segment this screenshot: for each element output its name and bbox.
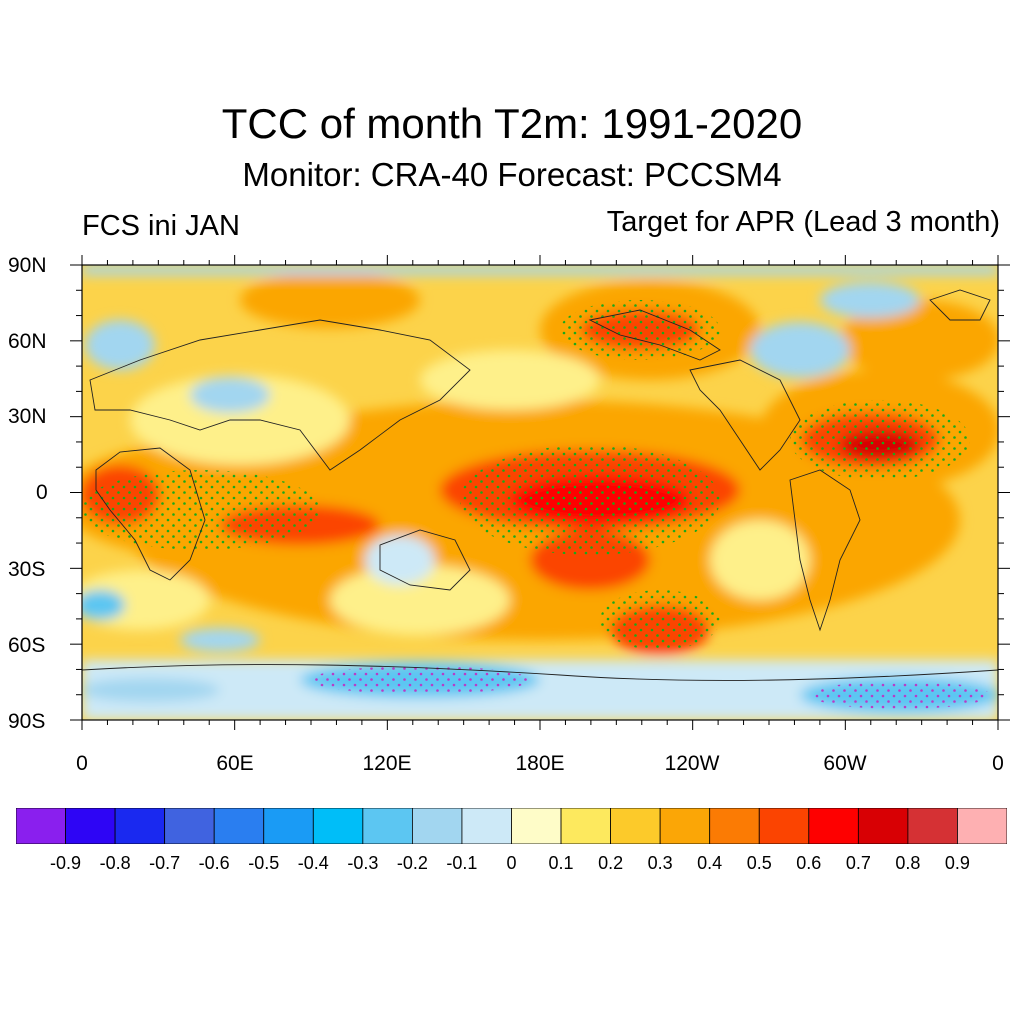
colorbar-swatch-13: [659, 808, 711, 844]
initialization-label: FCS ini JAN: [82, 210, 240, 242]
colorbar-label-13: 0.4: [697, 853, 723, 873]
colorbar: [16, 808, 1007, 844]
colorbar-swatch-7: [362, 808, 413, 844]
colorbar-label-11: 0.2: [598, 853, 624, 873]
lon-label-0: 0: [76, 752, 88, 775]
colorbar-swatch-10: [511, 808, 562, 844]
map-field: [82, 265, 998, 720]
lon-label-120e: 120E: [362, 752, 412, 775]
colorbar-swatch-4: [213, 808, 265, 844]
axis-ticks: [70, 255, 1010, 730]
colorbar-swatch-0: [16, 808, 66, 844]
colorbar-swatch-9: [461, 808, 512, 844]
colorbar-label-6: -0.3: [347, 853, 379, 873]
colorbar-label-15: 0.6: [796, 853, 822, 873]
lon-label-0-end: 0: [992, 752, 1004, 775]
colorbar-label-4: -0.5: [248, 853, 280, 873]
colorbar-label-17: 0.8: [895, 853, 921, 873]
lat-label-60n: 60N: [8, 330, 47, 353]
colorbar-label-10: 0.1: [548, 853, 574, 873]
chart-subtitle: Monitor: CRA-40 Forecast: PCCSM4: [242, 156, 782, 193]
colorbar-label-18: 0.9: [944, 853, 970, 873]
colorbar-swatch-12: [610, 808, 661, 844]
chart-title: TCC of month T2m: 1991-2020: [221, 100, 803, 147]
lat-label-90s: 90S: [8, 710, 46, 733]
lat-label-30s: 30S: [8, 558, 46, 581]
colorbar-label-0: -0.9: [50, 853, 82, 873]
colorbar-swatch-19: [957, 808, 1007, 844]
colorbar-swatch-15: [758, 808, 810, 844]
lat-label-90n: 90N: [8, 254, 47, 277]
target-label: Target for APR (Lead 3 month): [606, 206, 1000, 238]
lon-label-60e: 60E: [216, 752, 254, 775]
colorbar-swatch-14: [709, 808, 760, 844]
colorbar-swatch-3: [164, 808, 215, 844]
colorbar-label-5: -0.4: [297, 853, 329, 873]
lat-label-eq: 0: [36, 481, 48, 504]
lat-label-30n: 30N: [8, 405, 47, 428]
colorbar-label-16: 0.7: [845, 853, 871, 873]
colorbar-label-8: -0.1: [446, 853, 478, 873]
colorbar-swatch-1: [65, 808, 116, 844]
colorbar-label-9: 0: [506, 853, 517, 873]
colorbar-label-12: 0.3: [647, 853, 673, 873]
colorbar-swatch-18: [907, 808, 958, 844]
colorbar-swatch-6: [312, 808, 364, 844]
colorbar-label-14: 0.5: [746, 853, 772, 873]
colorbar-swatch-8: [411, 808, 463, 844]
colorbar-swatch-5: [263, 808, 314, 844]
lon-label-120w: 120W: [664, 752, 720, 775]
colorbar-label-1: -0.8: [99, 853, 131, 873]
colorbar-label-3: -0.6: [198, 853, 230, 873]
lon-label-60w: 60W: [823, 752, 867, 775]
colorbar-swatch-2: [114, 808, 166, 844]
lon-label-180e: 180E: [515, 752, 565, 775]
colorbar-label-7: -0.2: [396, 853, 428, 873]
colorbar-swatch-11: [560, 808, 611, 844]
colorbar-swatch-17: [857, 808, 909, 844]
colorbar-swatch-16: [808, 808, 859, 844]
lat-label-60s: 60S: [8, 634, 46, 657]
colorbar-label-2: -0.7: [149, 853, 181, 873]
